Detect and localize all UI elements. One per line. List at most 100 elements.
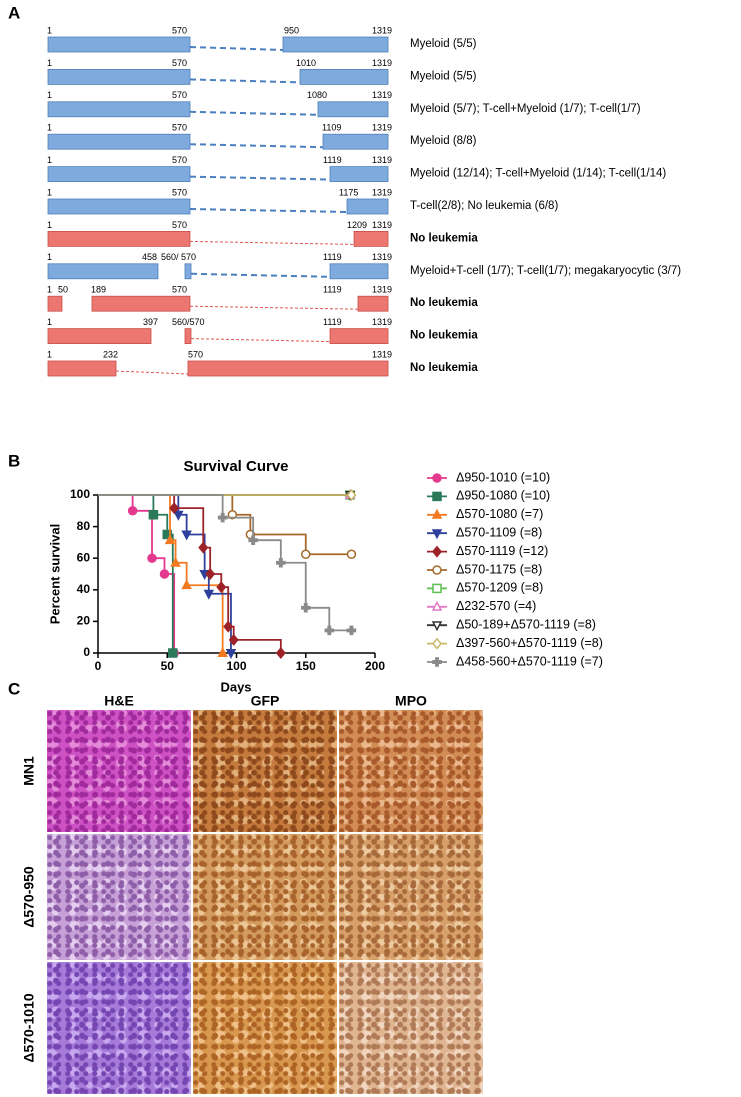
marker xyxy=(225,649,237,660)
legend-label: Δ50-189+Δ570-1119 (=8) xyxy=(456,617,596,631)
y-tick-label: 60 xyxy=(77,550,91,564)
deletion-line xyxy=(190,338,331,343)
position-label: 570 xyxy=(172,58,187,68)
legend-label: Δ570-1109 (=8) xyxy=(456,525,542,539)
histology-image xyxy=(193,834,337,960)
legend-label: Δ570-1080 (=7) xyxy=(456,507,543,521)
marker xyxy=(248,535,258,545)
position-label: 1 xyxy=(47,25,52,35)
histology-image xyxy=(193,962,337,1094)
position-label: 1 xyxy=(47,123,52,133)
marker xyxy=(181,579,192,590)
position-label: 560/ 570 xyxy=(161,252,196,262)
panel-label: C xyxy=(8,679,20,698)
deletion-line xyxy=(189,208,348,213)
marker xyxy=(162,529,172,540)
row-label: MN1 xyxy=(21,756,37,786)
position-label: 560/570 xyxy=(172,317,205,327)
domain-bar xyxy=(91,295,191,312)
histology-image xyxy=(47,710,191,832)
position-label: 1119 xyxy=(323,252,342,262)
position-label: 570 xyxy=(172,285,187,295)
position-label: 570 xyxy=(188,349,203,359)
position-label: 570 xyxy=(172,155,187,165)
domain-bar xyxy=(47,360,117,377)
legend-label: Δ397-560+Δ570-1119 (=8) xyxy=(456,636,603,650)
domain-bar xyxy=(47,328,152,345)
marker xyxy=(216,581,227,594)
phenotype-note: No leukemia xyxy=(410,232,478,244)
marker xyxy=(276,558,286,568)
column-header: H&E xyxy=(104,693,134,709)
marker xyxy=(432,637,442,650)
marker xyxy=(198,541,209,554)
marker xyxy=(431,529,443,540)
position-label: 1 xyxy=(47,58,52,68)
position-label: 1319 xyxy=(372,123,392,133)
row-label: Δ570-950 xyxy=(21,866,37,928)
y-tick-label: 40 xyxy=(77,582,91,596)
marker xyxy=(324,625,335,636)
position-label: 1 xyxy=(47,220,52,230)
position-label: 1109 xyxy=(322,123,341,133)
x-tick-label: 50 xyxy=(161,659,175,673)
deletion-line xyxy=(189,240,355,245)
domain-bar xyxy=(47,295,63,312)
position-label: 1 xyxy=(47,155,52,165)
position-label: 1119 xyxy=(323,155,342,165)
y-tick-label: 20 xyxy=(77,614,91,628)
marker xyxy=(432,565,442,575)
position-label: 1209 xyxy=(347,220,367,230)
position-label: 232 xyxy=(103,349,118,359)
legend-label: Δ232-570 (=4) xyxy=(456,599,536,613)
position-label: 1 xyxy=(47,349,52,359)
column-header: MPO xyxy=(395,693,427,709)
marker xyxy=(432,657,442,667)
position-label: 1319 xyxy=(372,349,392,359)
marker xyxy=(203,589,215,600)
domain-bar xyxy=(322,133,389,150)
domain-bar xyxy=(184,263,192,280)
position-label: 1010 xyxy=(296,58,316,68)
legend-label: Δ570-1175 (=8) xyxy=(456,562,542,576)
position-label: 1175 xyxy=(339,187,358,197)
x-tick-label: 200 xyxy=(365,659,385,673)
deletion-line xyxy=(189,305,359,310)
position-label: 1319 xyxy=(372,285,392,295)
position-label: 1319 xyxy=(372,187,392,197)
marker xyxy=(432,583,442,594)
marker xyxy=(346,549,357,559)
marker xyxy=(159,569,170,579)
marker xyxy=(301,603,311,613)
marker xyxy=(148,510,159,520)
marker xyxy=(223,620,234,633)
position-label: 458 xyxy=(142,252,157,262)
phenotype-note: No leukemia xyxy=(410,297,478,309)
position-label: 1 xyxy=(47,90,52,100)
position-label: 1319 xyxy=(372,155,392,165)
row-label: Δ570-1010 xyxy=(21,993,37,1062)
position-label: 1319 xyxy=(372,317,392,327)
chart-title: Survival Curve xyxy=(183,458,288,475)
x-axis-label: Days xyxy=(220,679,251,694)
marker xyxy=(217,646,228,657)
phenotype-note: No leukemia xyxy=(410,330,478,342)
y-tick-label: 80 xyxy=(77,519,91,533)
phenotype-note: Myeloid (5/5) xyxy=(410,70,477,82)
domain-bar xyxy=(317,101,389,118)
marker xyxy=(164,534,176,545)
position-label: 1119 xyxy=(323,317,342,327)
x-tick-label: 100 xyxy=(226,659,246,673)
position-label: 570 xyxy=(172,90,187,100)
histology-image xyxy=(47,834,191,960)
marker xyxy=(228,633,239,646)
marker xyxy=(147,553,157,563)
position-label: 1319 xyxy=(372,25,392,35)
marker xyxy=(275,647,286,659)
domain-bar xyxy=(47,198,191,215)
domain-bar xyxy=(47,69,191,85)
domain-bar xyxy=(329,166,389,183)
histology-image xyxy=(339,710,483,832)
